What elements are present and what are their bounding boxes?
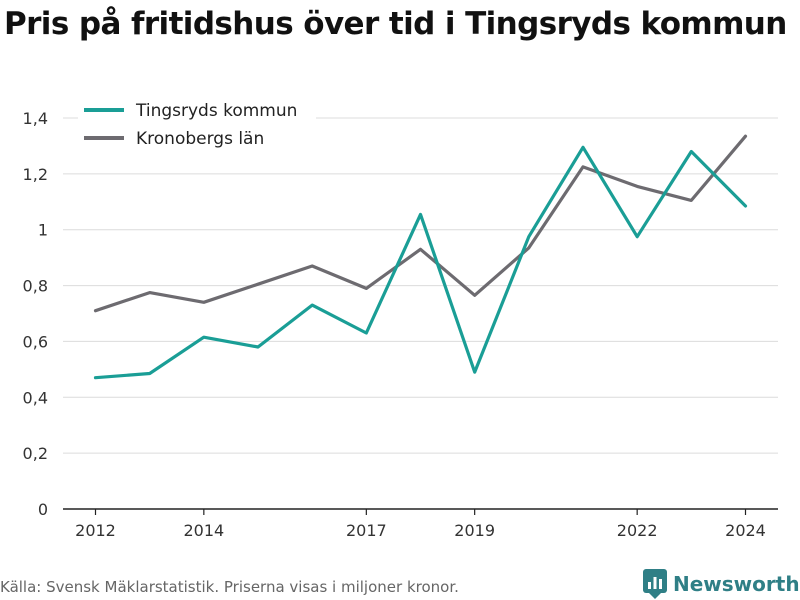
line-chart: 0 0,2 0,4 0,6 0,8 1 1,2 1,4 2012 2014 2017 2019 2022…	[22, 96, 778, 540]
y-tick-label: 0,2	[23, 444, 48, 463]
y-tick-label: 0,8	[23, 277, 48, 296]
x-tick-label: 2024	[725, 521, 766, 540]
legend-label: Tingsryds kommun	[135, 101, 297, 121]
chart-title: Pris på fritidshus över tid i Tingsryds …	[4, 6, 787, 42]
y-tick-label: 1,2	[23, 165, 48, 184]
x-tick-label: 2019	[454, 521, 495, 540]
legend-label: Kronobergs län	[136, 129, 264, 149]
x-tick-label: 2022	[617, 521, 658, 540]
newsworthy-logo-icon	[643, 569, 667, 599]
y-tick-label: 0,6	[23, 332, 48, 351]
brand-logo[interactable]: Newsworthy	[643, 569, 800, 599]
brand-name: Newsworthy	[673, 572, 800, 596]
y-tick-label: 1	[38, 221, 48, 240]
series-line-kronobergs-lan	[93, 134, 748, 313]
x-tick-label: 2012	[75, 521, 116, 540]
legend-background	[78, 96, 316, 156]
source-note: Källa: Svensk Mäklarstatistik. Priserna …	[0, 578, 459, 596]
series-line-tingsryds-kommun	[93, 145, 748, 380]
y-tick-label: 1,4	[23, 109, 48, 128]
y-tick-label: 0	[38, 500, 48, 519]
x-tick-label: 2014	[183, 521, 224, 540]
x-tick-label: 2017	[346, 521, 387, 540]
y-tick-label: 0,4	[23, 388, 48, 407]
